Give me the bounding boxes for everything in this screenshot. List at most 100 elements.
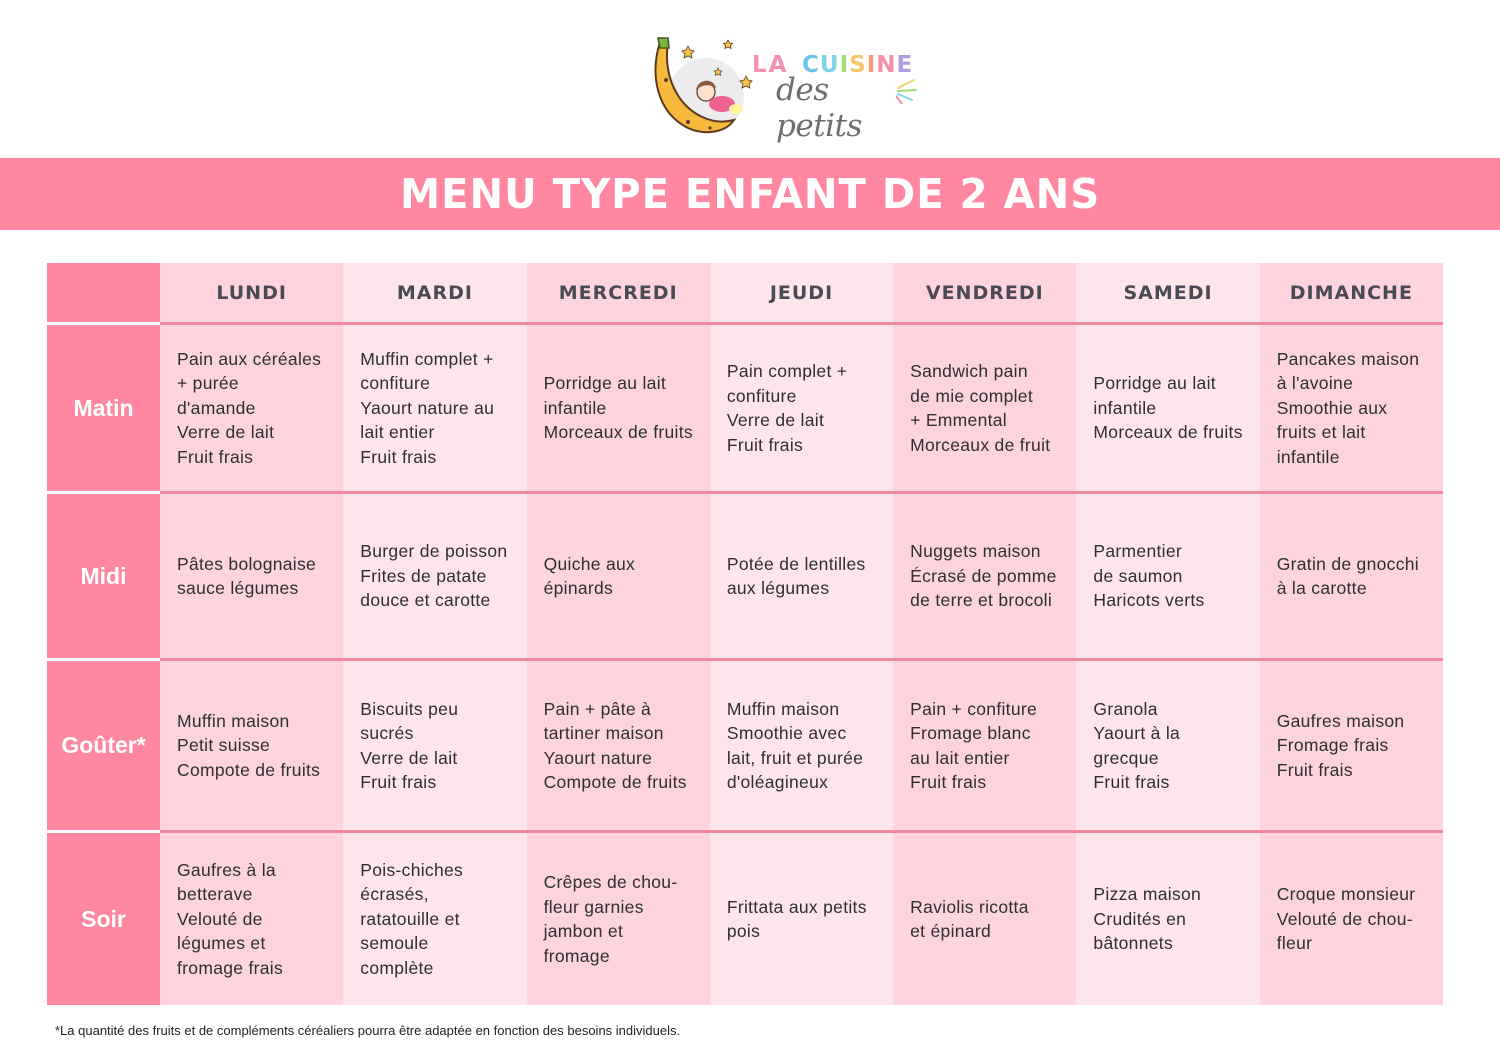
menu-item: Sandwich pain xyxy=(910,361,1028,381)
menu-item: à la carotte xyxy=(1276,578,1367,598)
menu-cell: Pâtes bolognaise sauce légumes xyxy=(160,494,344,661)
menu-item: fruits et lait xyxy=(1276,422,1366,443)
menu-item: Muffin maison xyxy=(726,698,840,719)
menu-cell: Muffin complet + confiture Yaourt nature a… xyxy=(343,325,527,494)
menu-item: Velouté de chou- xyxy=(1276,908,1413,929)
menu-item: Pain aux céréales xyxy=(177,348,322,369)
menu-item: Verre de lait xyxy=(360,747,458,768)
menu-item-list: Potée de lentilles aux légumes xyxy=(727,552,866,601)
menu-item: douce et carotte xyxy=(360,590,491,611)
menu-item: Biscuits peu xyxy=(360,698,459,719)
logo-letter: N xyxy=(876,52,897,78)
menu-item-list: Muffin maison Smoothie avec lait, fruit et… xyxy=(727,697,863,795)
menu-item-list: Pain complet + confiture Verre de lait Frui… xyxy=(727,359,847,457)
menu-item-list: Quiche aux épinards xyxy=(544,552,636,601)
menu-item-list: Gaufres à la betterave Velouté de légumes e… xyxy=(177,858,283,981)
menu-cell: Muffin maison Petit suisse Compote de frui… xyxy=(160,661,344,833)
menu-item: tartiner maison xyxy=(543,723,664,743)
menu-item: complète xyxy=(360,957,434,978)
menu-item: Smoothie avec xyxy=(726,723,847,743)
menu-item: infantile xyxy=(1276,446,1340,467)
menu-item: infantile xyxy=(1093,397,1157,418)
menu-cell: Frittata aux petits pois xyxy=(709,833,894,1005)
menu-item-list: Gaufres maison Fromage frais Fruit frais xyxy=(1277,709,1405,783)
menu-item: Gratin de gnocchi xyxy=(1276,553,1419,574)
menu-item-list: Burger de poisson Frites de patate douce e… xyxy=(360,539,507,613)
menu-item-list: Sandwich pain de mie complet + Emmental Mor… xyxy=(910,359,1050,457)
menu-cell: Muffin maison Smoothie avec lait, fruit et… xyxy=(709,661,894,833)
menu-item-list: Granola Yaourt à la grecque Fruit frais xyxy=(1093,697,1180,795)
menu-item: Croque monsieur xyxy=(1276,884,1416,905)
menu-item: Pain + confiture xyxy=(910,698,1038,719)
menu-item: au lait entier xyxy=(910,747,1010,768)
menu-item-list: Biscuits peu sucrés Verre de lait Fruit fra… xyxy=(360,697,458,795)
logo-letter: S xyxy=(849,52,867,78)
menu-item-list: Nuggets maison Écrasé de pomme de terre et… xyxy=(910,539,1057,613)
page-title: MENU TYPE ENFANT DE 2 ANS xyxy=(400,170,1100,218)
menu-item: Yaourt à la xyxy=(1093,723,1181,743)
menu-item: confiture xyxy=(360,373,431,394)
menu-cell: Pain + confiture Fromage blanc au lait ent… xyxy=(893,661,1077,833)
logo-cuisine-text: CUISINE xyxy=(802,52,913,78)
logo-letter: I xyxy=(866,52,877,78)
row-header-meal: Soir xyxy=(47,833,160,1005)
logo-letter: E xyxy=(896,52,914,78)
menu-item: jambon et xyxy=(543,921,624,941)
menu-cell: Sandwich pain de mie complet + Emmental Mor… xyxy=(893,325,1077,494)
menu-item: Morceaux de fruits xyxy=(543,422,693,443)
menu-cell: Quiche aux épinards xyxy=(526,494,710,661)
menu-cell: Granola Yaourt à la grecque Fruit frais xyxy=(1076,661,1260,833)
menu-item: Fromage blanc xyxy=(910,723,1031,743)
menu-cell: Pain + pâte à tartiner maison Yaourt natur… xyxy=(526,661,710,833)
menu-item: Écrasé de pomme xyxy=(910,565,1057,586)
menu-item: Fruit frais xyxy=(910,772,987,792)
menu-item: fromage frais xyxy=(177,957,284,978)
menu-cell: Pizza maison Crudités en bâtonnets xyxy=(1076,833,1260,1005)
menu-item: semoule xyxy=(360,933,429,954)
menu-item-list: Pain + confiture Fromage blanc au lait ent… xyxy=(910,697,1037,795)
menu-item-list: Gratin de gnocchi à la carotte xyxy=(1277,552,1419,601)
sparkle-icon xyxy=(896,79,917,104)
menu-item: Smoothie aux xyxy=(1276,397,1388,418)
brand-logo: LA CUISINE des petits xyxy=(648,34,918,144)
title-banner: MENU TYPE ENFANT DE 2 ANS xyxy=(0,158,1500,230)
menu-item: Fruit frais xyxy=(726,434,804,455)
menu-item: Pâtes bolognaise xyxy=(177,553,317,574)
menu-item: Porridge au lait xyxy=(1093,373,1216,394)
menu-item: Velouté de xyxy=(177,908,263,929)
weekly-menu-table: LUNDI MARDI MERCREDI JEUDI VENDREDI SAMEDI DIM… xyxy=(47,263,1443,1005)
menu-item: Crêpes de chou- xyxy=(543,872,678,892)
menu-item-list: Porridge au lait infantile Morceaux de fru… xyxy=(544,371,693,445)
menu-item: pois xyxy=(726,921,761,941)
menu-item: Haricots verts xyxy=(1093,590,1205,611)
menu-item: sauce légumes xyxy=(177,578,299,598)
menu-item: Fruit frais xyxy=(1093,772,1170,792)
menu-item: Pancakes maison xyxy=(1276,348,1420,369)
menu-item: Muffin maison xyxy=(177,710,290,731)
menu-item: Fruit frais xyxy=(360,772,437,792)
menu-cell: Crêpes de chou-fleur garnies jambon et fro… xyxy=(526,833,710,1005)
menu-item-list: Croque monsieur Velouté de chou-fleur xyxy=(1277,882,1416,956)
menu-item: fleur garnies xyxy=(543,896,644,917)
menu-item: Fruit frais xyxy=(360,446,437,467)
menu-item: épinards xyxy=(543,578,614,598)
column-header-day: MERCREDI xyxy=(526,263,710,325)
menu-cell: Pain aux céréales + purée d'amande Verre de… xyxy=(160,325,344,494)
menu-item: Frittata aux petits xyxy=(726,896,867,917)
menu-item-list: Pancakes maison à l'avoine Smoothie aux fru… xyxy=(1277,347,1420,470)
menu-item: aux légumes xyxy=(726,578,830,598)
menu-item: Gaufres maison xyxy=(1276,710,1405,731)
table-corner xyxy=(47,263,160,325)
menu-item: lait, fruit et purée xyxy=(726,747,864,768)
menu-item: Verre de lait xyxy=(177,422,275,443)
menu-cell: Gaufres maison Fromage frais Fruit frais xyxy=(1259,661,1443,833)
menu-item-list: Muffin maison Petit suisse Compote de frui… xyxy=(177,709,320,783)
menu-cell: Gratin de gnocchi à la carotte xyxy=(1259,494,1443,661)
menu-item: infantile xyxy=(543,397,607,418)
menu-item: Porridge au lait xyxy=(543,373,667,394)
menu-item: Muffin complet + xyxy=(360,348,494,369)
menu-cell: Raviolis ricotta et épinard xyxy=(893,833,1077,1005)
logo-letter: C xyxy=(802,52,820,78)
menu-item: Fruit frais xyxy=(177,446,254,467)
menu-item-list: Crêpes de chou-fleur garnies jambon et fro… xyxy=(544,870,678,968)
